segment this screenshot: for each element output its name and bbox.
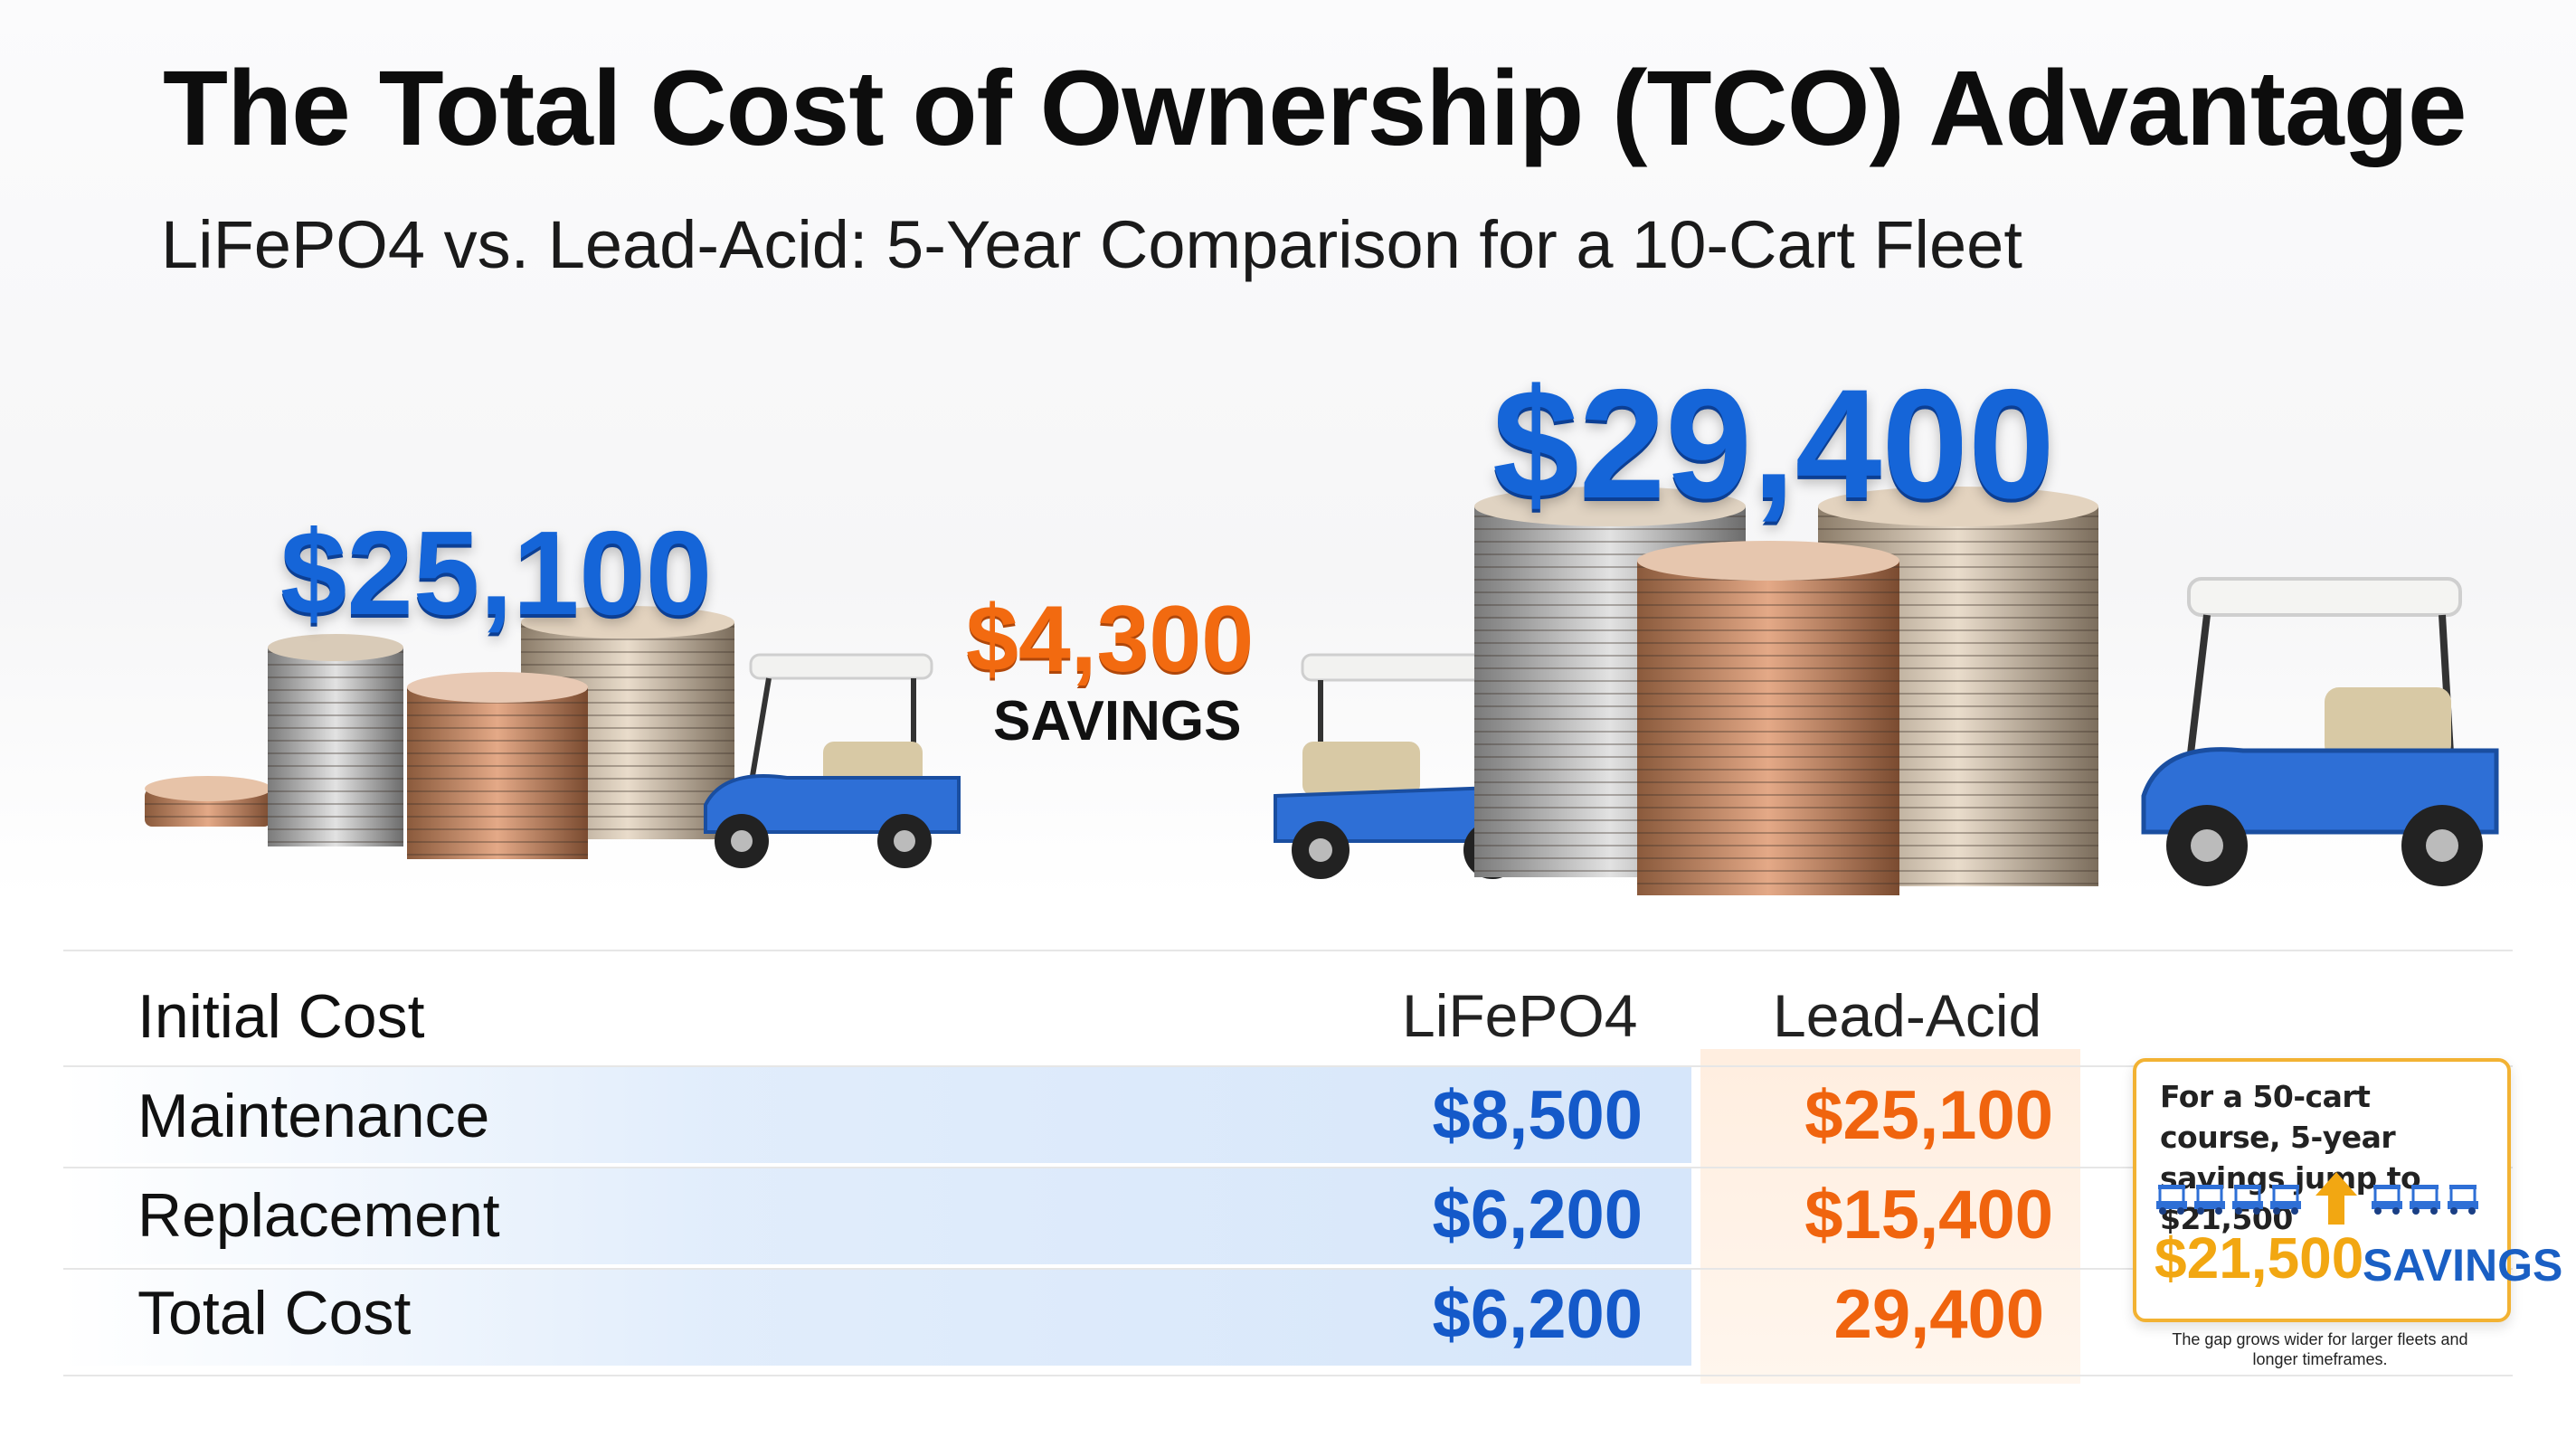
row-label-total-cost: Total Cost <box>137 1279 412 1348</box>
lead-acid-total-cost: $29,400 <box>1492 357 2055 531</box>
divider <box>63 1375 2513 1376</box>
row-label-maintenance: Maintenance <box>137 1082 490 1150</box>
total-lead-acid-value: 29,400 <box>1833 1276 2044 1353</box>
replacement-lead-acid-value: $15,400 <box>1804 1177 2053 1253</box>
golf-cart-icon <box>2232 1185 2263 1215</box>
maintenance-lifepo4-value: $8,500 <box>1432 1077 1643 1154</box>
lead-acid-coin-stacks-icon <box>1474 487 2098 895</box>
golf-cart-icon <box>2141 577 2499 886</box>
golf-cart-icon <box>2270 1185 2301 1215</box>
replacement-lifepo4-value: $6,200 <box>1432 1177 1643 1253</box>
golf-cart-icon <box>704 653 961 868</box>
row-label-initial-cost: Initial Cost <box>137 982 425 1051</box>
column-header-lifepo4: LiFePO4 <box>1402 982 1638 1049</box>
maintenance-lead-acid-value: $25,100 <box>1804 1077 2053 1154</box>
savings-label: SAVINGS <box>993 690 1242 752</box>
row-label-replacement: Replacement <box>137 1181 500 1250</box>
divider <box>63 1268 2513 1270</box>
lifepo4-total-cost: $25,100 <box>280 506 713 639</box>
row-band <box>63 1270 1691 1366</box>
row-band <box>63 1168 1691 1264</box>
golf-cart-icon <box>2410 1185 2440 1215</box>
column-header-lead-acid: Lead-Acid <box>1773 982 2042 1049</box>
callout-text: For a 50-cart course, 5-year savings jum… <box>2160 1079 2421 1236</box>
fleet-savings-callout: For a 50-cart course, 5-year savings jum… <box>2133 1058 2562 1322</box>
divider <box>63 1065 2513 1067</box>
page-subtitle: LiFePO4 vs. Lead-Acid: 5-Year Comparison… <box>161 207 2022 282</box>
callout-savings-amount: $21,500 <box>2155 1225 2364 1291</box>
cart-row <box>2155 1168 2489 1234</box>
divider <box>63 1167 2513 1168</box>
golf-cart-icon <box>2448 1185 2478 1215</box>
divider <box>63 950 2513 951</box>
golf-cart-icon <box>2372 1185 2402 1215</box>
total-lifepo4-value: $6,200 <box>1432 1276 1643 1353</box>
callout-footnote: The gap grows wider for larger fleets an… <box>2172 1330 2468 1368</box>
golf-cart-icon <box>2194 1185 2225 1215</box>
lead-acid-column-band <box>1700 1049 2080 1384</box>
golf-cart-icon <box>2156 1185 2187 1215</box>
lifepo4-coin-stacks-icon <box>145 606 734 859</box>
page-title: The Total Cost of Ownership (TCO) Advant… <box>163 49 2467 168</box>
row-band <box>63 1067 1691 1163</box>
callout-savings-label: SAVINGS <box>2363 1240 2563 1291</box>
savings-amount: $4,300 <box>966 587 1255 692</box>
up-arrow-icon <box>2316 1172 2357 1225</box>
